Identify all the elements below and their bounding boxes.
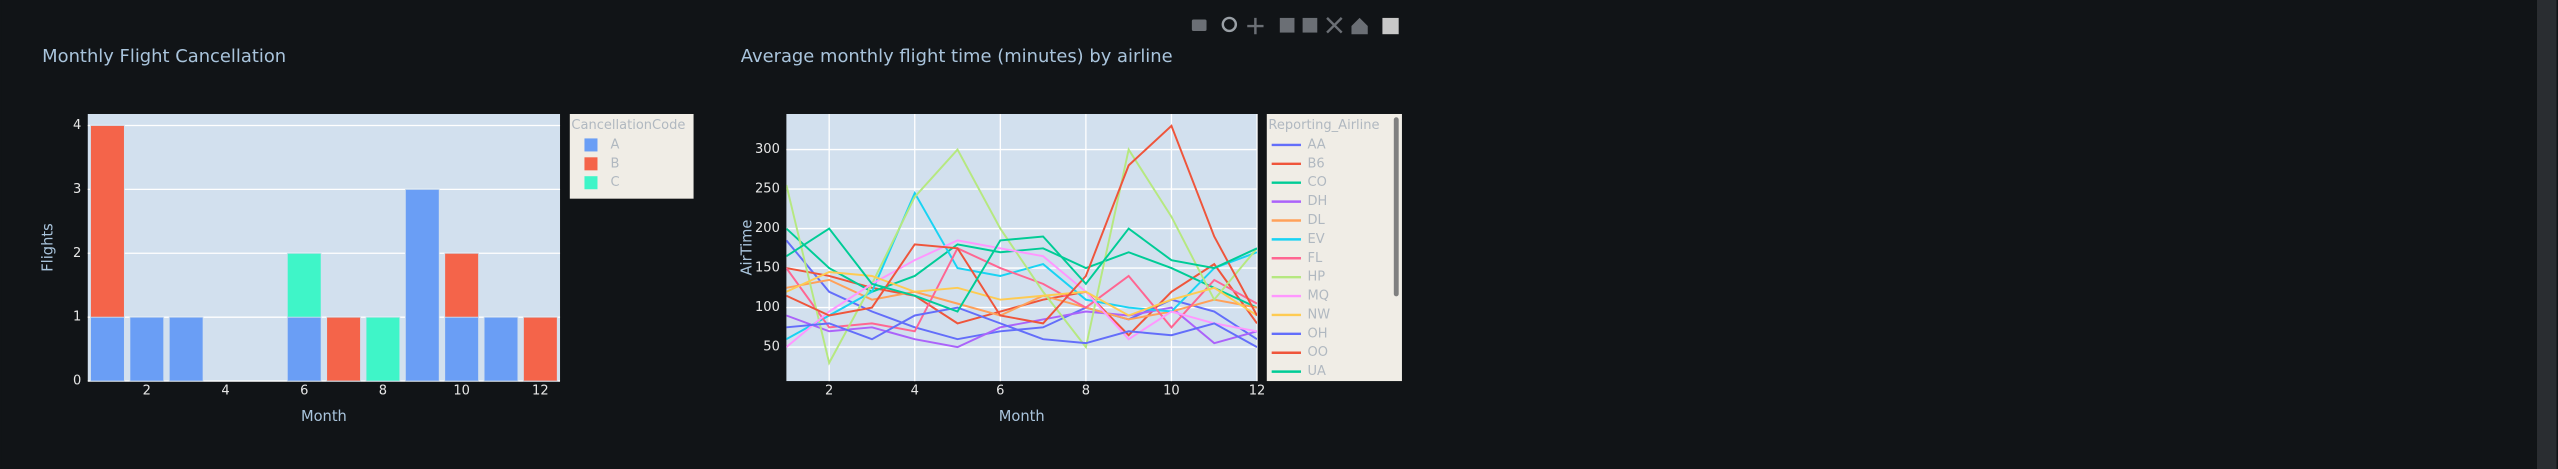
x-tick-label: 12 [532, 383, 549, 398]
zoom-in-icon[interactable] [1279, 17, 1295, 33]
legend-label: NW [1307, 307, 1330, 322]
x-tick-label: 8 [379, 383, 387, 398]
legend-label: DH [1307, 194, 1327, 209]
bar [444, 252, 479, 318]
x-tick-label: 8 [1082, 383, 1090, 398]
y-tick-label: 0 [73, 374, 81, 389]
autoscale-icon[interactable] [1326, 17, 1343, 34]
line [786, 247, 1258, 333]
y-tick-label: 50 [763, 340, 780, 355]
modebar [1191, 16, 1399, 35]
bar [168, 316, 204, 382]
legend-scrollbar [1393, 117, 1399, 297]
bar [404, 188, 440, 382]
legend-label: B6 [1307, 156, 1324, 171]
legend-label: MQ [1307, 289, 1328, 304]
bar [90, 316, 125, 382]
legend-title: CancellationCode [571, 118, 685, 133]
legend-label: OH [1307, 326, 1327, 341]
bar [444, 316, 479, 382]
legend-swatch [584, 157, 598, 171]
y-axis-label: Flights [40, 223, 57, 272]
x-axis-label: Month [999, 408, 1045, 425]
legend-label: HP [1307, 270, 1325, 285]
legend-label: B [611, 156, 620, 171]
x-tick-label: 6 [300, 383, 308, 398]
x-tick-label: 2 [143, 383, 151, 398]
y-tick-label: 4 [73, 118, 81, 133]
y-tick-label: 1 [73, 310, 81, 325]
legend-swatch [584, 138, 598, 152]
x-tick-label: 10 [453, 383, 470, 398]
bar [286, 316, 322, 382]
legend-label: EV [1307, 232, 1324, 247]
bar [365, 316, 401, 382]
line [786, 239, 1258, 348]
legend-swatch [584, 176, 598, 190]
x-tick-label: 10 [1163, 383, 1180, 398]
y-tick-label: 3 [73, 182, 81, 197]
legend-label: AA [1307, 137, 1325, 152]
legend-label: DL [1307, 213, 1325, 228]
x-tick-label: 12 [1249, 383, 1266, 398]
bar [90, 125, 125, 318]
y-tick-label: 250 [755, 182, 780, 197]
y-axis-label: AirTime [738, 220, 755, 276]
zoom-icon[interactable] [1221, 16, 1238, 33]
chart-title: Monthly Flight Cancellation [42, 46, 286, 67]
y-tick-label: 200 [755, 221, 780, 236]
line [786, 227, 1258, 313]
line [786, 147, 1258, 366]
y-tick-label: 300 [755, 142, 780, 157]
plot-area [87, 113, 561, 382]
bar [286, 252, 322, 318]
x-tick-label: 2 [825, 383, 833, 398]
line [786, 306, 1258, 348]
logo-icon[interactable] [1382, 17, 1399, 35]
bar [326, 316, 361, 382]
pan-icon[interactable] [1247, 17, 1264, 35]
y-tick-label: 150 [755, 261, 780, 276]
scrollbar [2536, 0, 2557, 469]
zoom-out-icon[interactable] [1302, 17, 1318, 33]
legend-box [1266, 113, 1402, 382]
line [786, 124, 1258, 325]
y-tick-label: 100 [755, 300, 780, 315]
legend-label: FL [1307, 251, 1322, 266]
camera-icon[interactable] [1191, 19, 1207, 31]
reset-icon[interactable] [1351, 17, 1368, 35]
x-tick-label: 4 [221, 383, 229, 398]
legend-title: Reporting_Airline [1268, 118, 1379, 133]
bar [523, 316, 558, 382]
chart-title: Average monthly flight time (minutes) by… [741, 46, 1173, 67]
legend-label: A [611, 137, 620, 152]
bar [483, 316, 519, 382]
x-tick-label: 4 [911, 383, 919, 398]
x-tick-label: 6 [996, 383, 1004, 398]
legend-label: CO [1307, 175, 1326, 190]
legend-label: C [611, 175, 620, 190]
legend-label: OO [1307, 345, 1328, 360]
legend-label: UA [1307, 364, 1326, 379]
x-axis-label: Month [301, 408, 347, 425]
y-tick-label: 2 [73, 246, 81, 261]
bar [129, 316, 165, 382]
